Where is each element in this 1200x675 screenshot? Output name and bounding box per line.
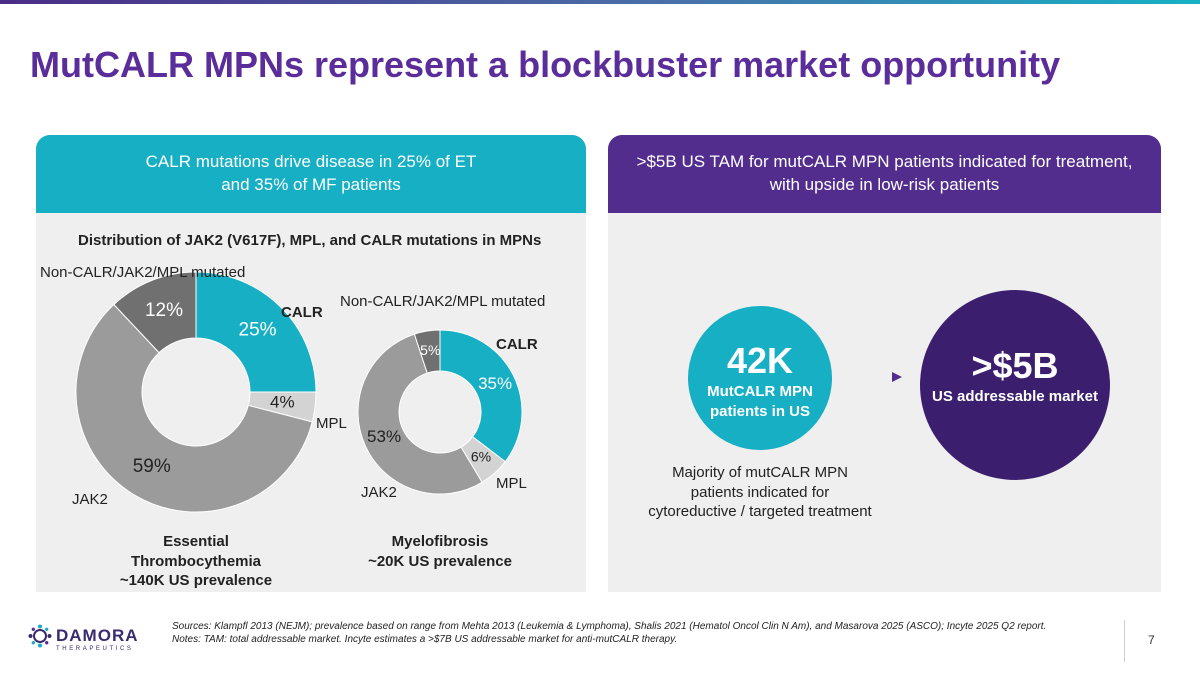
footer-notes: Notes: TAM: total addressable market. In… [172,633,678,645]
logo-name: DAMORA [56,626,139,645]
mf-label-calr: CALR [496,336,538,353]
logo-tagline: THERAPEUTICS [56,646,134,652]
et-value-non-calr-jak2-mpl-mutated: 12% [145,300,183,321]
et-label-mpl: MPL [316,415,347,432]
left-panel-header-text: CALR mutations drive disease in 25% of E… [145,152,477,194]
et-donut-chart: 25% 4% 59% 12% [75,271,317,513]
chart-title: Distribution of JAK2 (V617F), MPL, and C… [78,232,542,249]
top-gradient-bar [0,0,1200,4]
footer-sources: Sources: Klampfl 2013 (NEJM); prevalence… [172,621,1047,632]
patients-value: 42K [726,340,794,381]
footer-text: Sources: Klampfl 2013 (NEJM); prevalence… [172,621,1072,646]
mf-value-mpl: 6% [471,449,491,465]
mf-value-jak2: 53% [367,427,401,446]
et-value-calr: 25% [239,319,277,340]
market-bubble: >$5B US addressable market [920,290,1110,480]
patients-label: MutCALR MPN patients in US [707,383,813,420]
mf-slice-calr [439,329,523,463]
right-panel-header-text: >$5B US TAM for mutCALR MPN patients ind… [636,152,1133,194]
et-value-jak2: 59% [133,456,171,477]
et-slice-non-calr-jak2-mpl-mutated [113,271,197,354]
mf-slice-non-calr-jak2-mpl-mutated [413,329,441,374]
patients-bubble: 42K MutCALR MPN patients in US [688,306,832,450]
et-slice-calr [195,271,317,393]
mf-label-other: Non-CALR/JAK2/MPL mutated [340,293,546,310]
et-label-jak2: JAK2 [72,491,108,508]
market-label: US addressable market [932,388,1098,405]
mf-value-non-calr-jak2-mpl-mutated: 5% [420,342,440,358]
mf-donut-chart: 35% 6% 53% 5% [357,329,523,495]
et-value-mpl: 4% [270,392,295,411]
et-label-other: Non-CALR/JAK2/MPL mutated [40,264,246,281]
mf-slice-jak2 [357,333,483,495]
et-caption: Essential Thrombocythemia ~140K US preva… [119,533,273,589]
slide-title: MutCALR MPNs represent a blockbuster mar… [30,44,1061,85]
arrow-icon [846,372,902,382]
company-logo: DAMORA THERAPEUTICS [28,622,153,658]
right-panel-header: >$5B US TAM for mutCALR MPN patients ind… [608,135,1161,213]
footer-divider [1124,620,1125,662]
mf-caption: Myelofibrosis ~20K US prevalence [368,533,512,570]
mf-label-mpl: MPL [496,475,527,492]
mf-value-calr: 35% [478,374,512,393]
logo-icon [28,624,52,648]
et-label-calr: CALR [281,304,323,321]
market-value: >$5B [971,345,1059,386]
majority-note: Majority of mutCALR MPN patients indicat… [648,464,872,520]
mf-label-jak2: JAK2 [361,484,397,501]
page-number: 7 [1148,633,1155,647]
left-panel-header: CALR mutations drive disease in 25% of E… [36,135,586,213]
et-slice-jak2 [75,303,313,513]
